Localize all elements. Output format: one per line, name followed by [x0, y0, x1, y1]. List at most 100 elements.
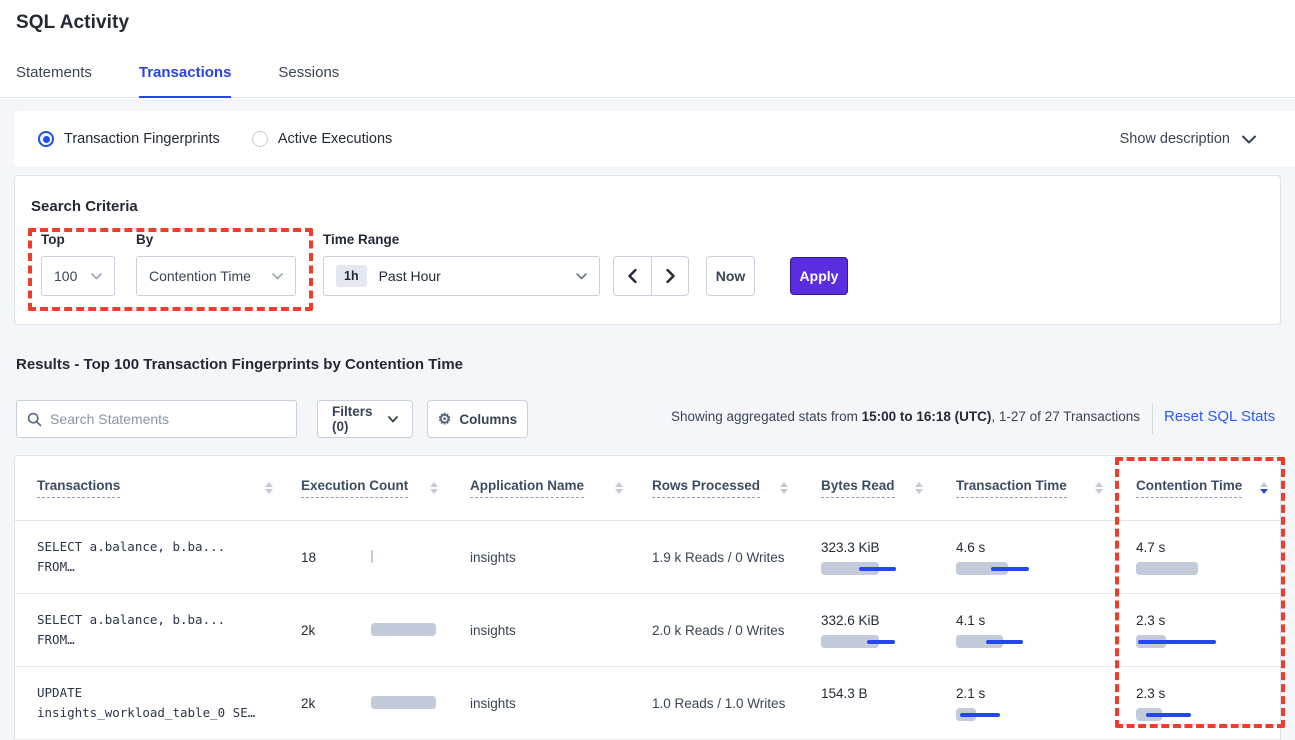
search-statements-input[interactable]: [50, 411, 286, 427]
chevron-down-icon: [388, 415, 398, 423]
column-header-transaction-time[interactable]: Transaction Time: [935, 478, 1115, 498]
search-icon: [27, 412, 42, 427]
transaction-time-cell: 2.1 s: [935, 667, 1115, 739]
chevron-left-icon: [628, 269, 637, 283]
table-row[interactable]: UPDATE insights_workload_table_0 SE… 2k …: [15, 667, 1280, 740]
radio-selected-icon[interactable]: [38, 131, 54, 147]
time-range-badge: 1h: [336, 265, 367, 287]
search-criteria-heading: Search Criteria: [31, 198, 138, 215]
column-header-contention-time[interactable]: Contention Time: [1115, 478, 1280, 498]
contention-time-cell: 2.3 s: [1115, 594, 1280, 666]
column-header-bytes-read[interactable]: Bytes Read: [800, 478, 935, 498]
column-header-rows-processed[interactable]: Rows Processed: [635, 478, 800, 498]
search-statements-box[interactable]: [16, 400, 297, 438]
toolbar-divider: [1152, 403, 1153, 434]
table-row[interactable]: SELECT a.balance, b.ba... FROM… 18 insig…: [15, 521, 1280, 594]
column-header-application-name[interactable]: Application Name: [450, 478, 635, 498]
application-name-cell: insights: [470, 622, 516, 638]
top-label: Top: [41, 232, 65, 247]
stats-time-range: 15:00 to 16:18 (UTC): [861, 409, 992, 424]
aggregated-stats-text: Showing aggregated stats from 15:00 to 1…: [671, 409, 1140, 424]
now-button[interactable]: Now: [706, 256, 755, 296]
radio-label: Active Executions: [277, 131, 393, 147]
chevron-down-icon: [1242, 135, 1256, 144]
rows-processed-cell: 1.9 k Reads / 0 Writes: [652, 549, 785, 565]
rows-processed-cell: 1.0 Reads / 1.0 Writes: [652, 695, 786, 711]
bytes-read-cell: 154.3 B: [800, 667, 935, 739]
top-select-value: 100: [54, 268, 78, 284]
search-criteria-panel: Search Criteria Top 100 By Contention Ti…: [14, 175, 1281, 325]
results-heading: Results - Top 100 Transaction Fingerprin…: [16, 356, 464, 373]
sort-icon[interactable]: [422, 482, 438, 494]
rows-processed-cell: 2.0 k Reads / 0 Writes: [652, 622, 785, 638]
show-description-toggle[interactable]: Show description: [1120, 111, 1256, 167]
transaction-fingerprint-link[interactable]: SELECT a.balance, b.ba... FROM…: [37, 539, 226, 574]
transaction-time-bar: [956, 562, 1066, 576]
column-header-transactions[interactable]: Transactions: [15, 478, 285, 498]
time-range-arrows: [613, 256, 689, 296]
table-header-row: Transactions Execution Count Application…: [15, 456, 1280, 521]
application-name-cell: insights: [470, 549, 516, 565]
chevron-down-icon: [91, 272, 102, 280]
table-row[interactable]: SELECT a.balance, b.ba... FROM… 2k insig…: [15, 594, 1280, 667]
sort-icon[interactable]: [607, 482, 623, 494]
execution-count-bar: [371, 550, 450, 564]
view-toggle-band: Transaction Fingerprints Active Executio…: [14, 111, 1295, 167]
transaction-fingerprint-link[interactable]: SELECT a.balance, b.ba... FROM…: [37, 612, 226, 647]
gear-icon: ⚙: [437, 410, 452, 428]
radio-unselected-icon[interactable]: [251, 131, 268, 147]
contention-time-cell: 2.3 s: [1115, 667, 1280, 739]
filters-button[interactable]: Filters (0): [317, 400, 413, 438]
reset-sql-stats-link[interactable]: Reset SQL Stats: [1164, 408, 1276, 425]
next-time-range-button[interactable]: [651, 256, 689, 296]
bytes-read-bar: [821, 708, 931, 722]
sort-icon[interactable]: [907, 482, 923, 494]
execution-count-bar: [371, 696, 450, 710]
contention-time-bar: [1136, 635, 1246, 649]
execution-count-cell: 2k: [285, 594, 450, 666]
sort-icon[interactable]: [772, 482, 788, 494]
show-description-label: Show description: [1119, 131, 1230, 147]
contention-time-bar: [1136, 562, 1246, 576]
radio-transaction-fingerprints[interactable]: Transaction Fingerprints: [38, 131, 220, 147]
sort-icon-active-desc[interactable]: [1252, 482, 1268, 494]
transaction-time-cell: 4.6 s: [935, 521, 1115, 593]
chevron-down-icon: [272, 272, 283, 280]
bytes-read-bar: [821, 562, 931, 576]
chevron-right-icon: [665, 269, 675, 283]
filters-button-label: Filters (0): [332, 404, 373, 434]
tab-transactions[interactable]: Transactions: [138, 64, 231, 98]
radio-label: Transaction Fingerprints: [64, 131, 220, 147]
application-name-cell: insights: [470, 695, 516, 711]
tab-bar: Statements Transactions Sessions: [16, 64, 340, 98]
sort-icon[interactable]: [1087, 482, 1103, 494]
apply-button[interactable]: Apply: [790, 257, 848, 295]
radio-active-executions[interactable]: Active Executions: [251, 131, 393, 147]
bytes-read-cell: 323.3 KiB: [800, 521, 935, 593]
columns-button[interactable]: ⚙ Columns: [427, 400, 528, 438]
page-header: SQL Activity Statements Transactions Ses…: [0, 0, 1295, 98]
tab-statements[interactable]: Statements: [16, 64, 92, 81]
transactions-table: Transactions Execution Count Application…: [14, 455, 1281, 740]
bytes-read-bar: [821, 635, 931, 649]
previous-time-range-button[interactable]: [613, 256, 651, 296]
execution-count-bar: [371, 623, 450, 637]
transaction-time-bar: [956, 635, 1066, 649]
execution-count-cell: 18: [285, 521, 450, 593]
by-select-value: Contention Time: [149, 268, 251, 284]
chevron-down-icon: [576, 272, 587, 280]
sort-icon[interactable]: [257, 482, 273, 494]
top-select[interactable]: 100: [41, 256, 115, 296]
by-select[interactable]: Contention Time: [136, 256, 296, 296]
transaction-fingerprint-link[interactable]: UPDATE insights_workload_table_0 SE…: [37, 685, 256, 720]
execution-count-cell: 2k: [285, 667, 450, 739]
by-label: By: [136, 232, 154, 247]
bytes-read-cell: 332.6 KiB: [800, 594, 935, 666]
transaction-time-cell: 4.1 s: [935, 594, 1115, 666]
column-header-execution-count[interactable]: Execution Count: [285, 478, 450, 498]
time-range-value: Past Hour: [378, 268, 441, 284]
tab-sessions[interactable]: Sessions: [278, 64, 340, 81]
columns-button-label: Columns: [459, 411, 518, 427]
transaction-time-bar: [956, 708, 1066, 722]
time-range-select[interactable]: 1h Past Hour: [323, 256, 600, 296]
